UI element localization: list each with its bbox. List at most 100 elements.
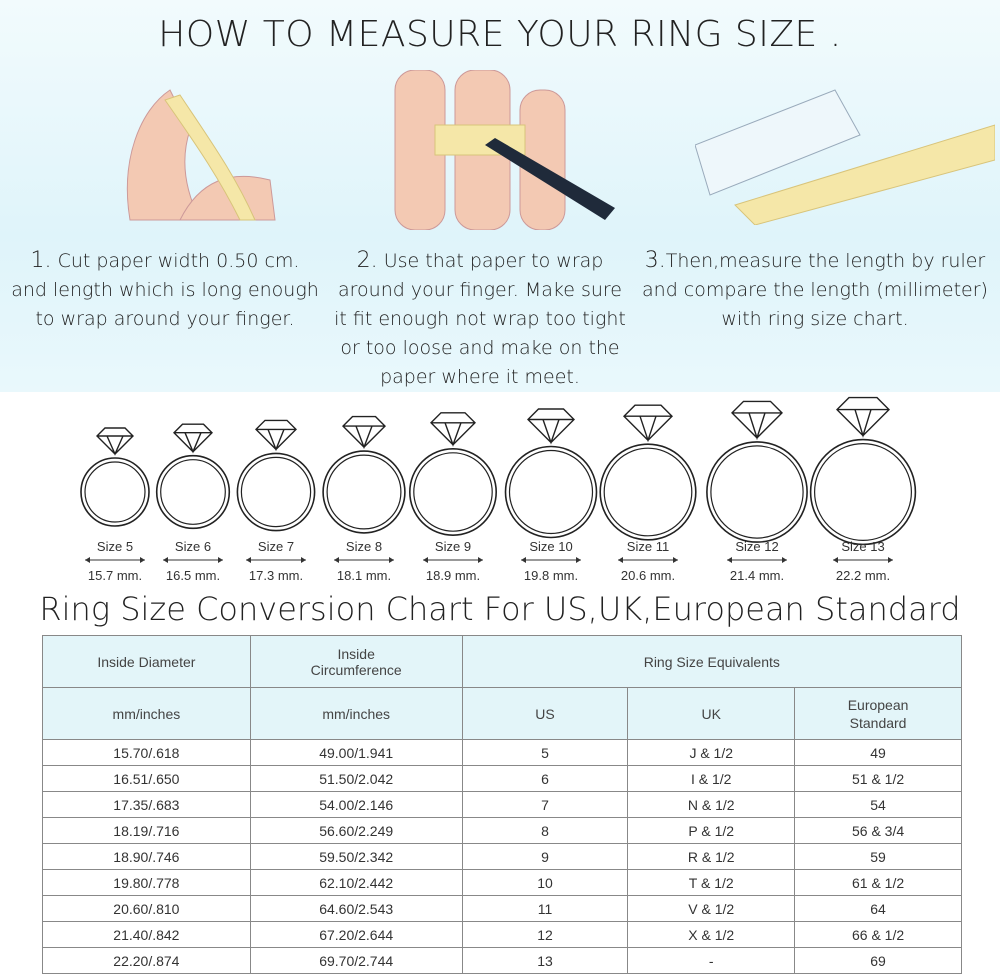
ring-size-label: Size 10 bbox=[529, 539, 573, 554]
table-cell: 13 bbox=[461, 947, 629, 974]
table-cell: 67.20/2.644 bbox=[249, 921, 463, 948]
table-cell: 56 & 3/4 bbox=[794, 817, 962, 844]
ring-icon bbox=[322, 415, 406, 563]
table-cell: 5 bbox=[461, 739, 629, 766]
table-cell: T & 1/2 bbox=[627, 869, 796, 896]
subheader-uk: UK bbox=[627, 687, 796, 740]
ring-icon bbox=[809, 396, 917, 563]
ring-mm-label: 21.4 mm. bbox=[729, 568, 785, 583]
ring-icon bbox=[599, 404, 697, 563]
ring-mm-label: 20.6 mm. bbox=[620, 568, 676, 583]
table-cell: 69.70/2.744 bbox=[249, 947, 463, 974]
table-cell: I & 1/2 bbox=[627, 765, 796, 792]
table-row: 21.40/.842 67.20/2.644 12 X & 1/2 66 & 1/2 bbox=[42, 921, 962, 948]
table-cell: 20.60/.810 bbox=[42, 895, 251, 922]
subheader-us: US bbox=[461, 687, 629, 740]
table-cell: 51.50/2.042 bbox=[249, 765, 463, 792]
cut-paper-illustration bbox=[126, 89, 276, 221]
table-cell: 18.90/.746 bbox=[42, 843, 251, 870]
table-row: 18.19/.716 56.60/2.249 8 P & 1/2 56 & 3/4 bbox=[42, 817, 962, 844]
ring-size-label: Size 11 bbox=[626, 539, 670, 554]
chart-title: Ring Size Conversion Chart For US,UK,Eur… bbox=[39, 590, 961, 628]
ring-mm-label: 18.1 mm. bbox=[336, 568, 392, 583]
table-cell: 22.20/.874 bbox=[42, 947, 251, 974]
table-row: 16.51/.650 51.50/2.042 6 I & 1/2 51 & 1/2 bbox=[42, 765, 962, 792]
table-cell: 18.19/.716 bbox=[42, 817, 251, 844]
table-cell: 15.70/.618 bbox=[42, 739, 251, 766]
table-cell: 59.50/2.342 bbox=[249, 843, 463, 870]
ring-size-label: Size 5 bbox=[96, 539, 134, 554]
table-cell: 62.10/2.442 bbox=[249, 869, 463, 896]
header-inside-diameter: Inside Diameter bbox=[42, 635, 251, 688]
table-cell: 9 bbox=[461, 843, 629, 870]
table-header-row: Inside Diameter Inside Circumference Rin… bbox=[42, 635, 963, 688]
ruler-illustration bbox=[695, 89, 995, 225]
ring-size-label: Size 8 bbox=[345, 539, 383, 554]
ring-mm-label: 19.8 mm. bbox=[523, 568, 579, 583]
table-cell: 6 bbox=[461, 765, 629, 792]
table-cell: 64.60/2.543 bbox=[249, 895, 463, 922]
table-cell: X & 1/2 bbox=[627, 921, 796, 948]
table-cell: - bbox=[627, 947, 796, 974]
table-cell: 11 bbox=[461, 895, 629, 922]
table-cell: V & 1/2 bbox=[627, 895, 796, 922]
table-row: 22.20/.874 69.70/2.744 13-69 bbox=[42, 947, 962, 974]
table-cell: 8 bbox=[461, 817, 629, 844]
ring-mm-label: 15.7 mm. bbox=[87, 568, 143, 583]
ring-size-label: Size 12 bbox=[735, 539, 779, 554]
ring-icon bbox=[408, 412, 497, 563]
table-cell: 7 bbox=[461, 791, 629, 818]
subheader-diameter-units: mm/inches bbox=[42, 687, 251, 740]
table-cell: 49 bbox=[794, 739, 962, 766]
table-cell: 54 bbox=[794, 791, 962, 818]
ring-icon bbox=[80, 427, 150, 563]
table-cell: J & 1/2 bbox=[627, 739, 796, 766]
table-cell: 54.00/2.146 bbox=[249, 791, 463, 818]
ring-size-label: Size 9 bbox=[434, 539, 472, 554]
table-cell: 17.35/.683 bbox=[42, 791, 251, 818]
subheader-european: European Standard bbox=[794, 687, 962, 740]
step-2: 2. Use that paper to wrap around your fi… bbox=[334, 248, 626, 388]
table-row: 15.70/.618 49.00/1.941 5 J & 1/2 49 bbox=[42, 739, 962, 766]
ring-size-illustrations: Size 5 15.7 mm. Size 6 16.5 mm. Size 7 17.3 m… bbox=[0, 392, 1000, 592]
table-cell: 66 & 1/2 bbox=[794, 921, 962, 948]
ring-icon bbox=[706, 400, 808, 563]
table-row: 20.60/.810 64.60/2.543 11 V & 1/2 64 bbox=[42, 895, 962, 922]
wrap-finger-illustration bbox=[394, 70, 615, 230]
table-row: 18.90/.746 59.50/2.342 9 R & 1/2 59 bbox=[42, 843, 962, 870]
table-cell: P & 1/2 bbox=[627, 817, 796, 844]
table-subheader-row: mm/inches mm/inches US UK European Stand… bbox=[42, 687, 962, 740]
table-cell: 21.40/.842 bbox=[42, 921, 251, 948]
table-cell: N & 1/2 bbox=[627, 791, 796, 818]
header-ring-size-equivalents: Ring Size Equivalents bbox=[461, 635, 963, 688]
table-cell: 59 bbox=[794, 843, 962, 870]
table-cell: 64 bbox=[794, 895, 962, 922]
ring-size-table: Inside Diameter Inside Circumference Rin… bbox=[42, 635, 963, 974]
table-cell: 16.51/.650 bbox=[42, 765, 251, 792]
ring-mm-label: 18.9 mm. bbox=[425, 568, 481, 583]
table-cell: 56.60/2.249 bbox=[249, 817, 463, 844]
ring-size-label: Size 6 bbox=[174, 539, 212, 554]
ring-icon bbox=[155, 423, 231, 563]
step-1: 1. Cut paper width 0.50 cm. and length w… bbox=[11, 248, 319, 330]
ring-mm-label: 16.5 mm. bbox=[165, 568, 221, 583]
table-row: 17.35/.683 54.00/2.146 7 N & 1/2 54 bbox=[42, 791, 962, 818]
subheader-circumference-units: mm/inches bbox=[249, 687, 463, 740]
table-cell: 12 bbox=[461, 921, 629, 948]
table-cell: 19.80/.778 bbox=[42, 869, 251, 896]
ring-size-label: Size 7 bbox=[257, 539, 295, 554]
ring-icon bbox=[236, 419, 316, 563]
ring-mm-label: 17.3 mm. bbox=[248, 568, 304, 583]
ring-icon bbox=[504, 408, 598, 563]
table-cell: 10 bbox=[461, 869, 629, 896]
ring-mm-label: 22.2 mm. bbox=[835, 568, 891, 583]
table-cell: 61 & 1/2 bbox=[794, 869, 962, 896]
table-cell: 69 bbox=[794, 947, 962, 974]
ring-size-label: Size 13 bbox=[841, 539, 885, 554]
table-row: 19.80/.778 62.10/2.442 10 T & 1/2 61 & 1/2 bbox=[42, 869, 962, 896]
page-title: HOW TO MEASURE YOUR RING SIZE . bbox=[158, 14, 842, 55]
step-3: 3.Then,measure the length by ruler and c… bbox=[642, 248, 988, 330]
header-inside-circumference: Inside Circumference bbox=[249, 635, 463, 688]
table-cell: 51 & 1/2 bbox=[794, 765, 962, 792]
table-cell: 49.00/1.941 bbox=[249, 739, 463, 766]
